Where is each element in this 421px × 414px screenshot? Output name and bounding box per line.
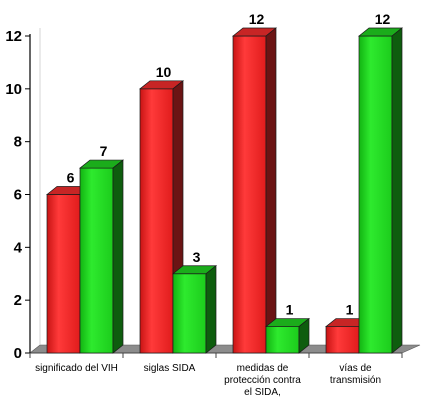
category-label-line: transmisión	[330, 375, 381, 386]
bar	[265, 317, 310, 354]
category-label-line: vías de	[339, 363, 372, 374]
y-tick-label: 10	[5, 81, 22, 98]
data-label: 1	[286, 302, 294, 318]
category-label: siglas SIDA	[144, 363, 196, 374]
bar-front	[79, 167, 114, 354]
category-label: vías de transmisión	[330, 363, 381, 386]
labels-layer: 6 7 significado del VIH 10 3 siglas SIDA 12 1 me…	[35, 11, 390, 398]
bar	[172, 265, 217, 354]
bar-front	[232, 35, 267, 354]
data-label: 7	[100, 143, 108, 159]
bar-front	[46, 194, 81, 354]
data-label: 10	[156, 64, 172, 80]
data-label: 12	[249, 11, 265, 27]
data-label: 6	[67, 170, 75, 186]
y-tick-label: 12	[5, 28, 22, 45]
data-label: 3	[193, 249, 201, 265]
category-label-line: siglas SIDA	[144, 363, 196, 374]
data-label: 1	[346, 302, 354, 318]
bar-front	[325, 326, 360, 354]
bar-side	[205, 265, 217, 354]
y-tick-label: 0	[14, 345, 22, 362]
category-label: medidas de protección contra el SIDA,	[224, 363, 301, 398]
category-label-line: el SIDA,	[244, 387, 281, 398]
bar-front	[358, 35, 393, 354]
bar-side	[391, 27, 403, 354]
y-tick-label: 8	[14, 134, 22, 151]
data-label: 12	[375, 11, 391, 27]
bar-front	[139, 88, 174, 354]
y-tick-label: 2	[14, 292, 22, 309]
y-tick-label: 6	[14, 187, 22, 204]
bar-front	[172, 273, 207, 354]
category-label: significado del VIH	[35, 363, 118, 374]
category-label-line: significado del VIH	[35, 363, 118, 374]
bar	[232, 27, 277, 354]
category-label-line: medidas de	[237, 363, 289, 374]
bar	[79, 159, 124, 354]
bar-side	[298, 317, 310, 354]
bar-side	[265, 27, 277, 354]
bar-front	[265, 326, 300, 354]
y-tick-label: 4	[14, 239, 23, 256]
category-label-line: protección contra	[224, 375, 301, 386]
bar-side	[112, 159, 124, 354]
bar	[358, 27, 403, 354]
bars-layer	[46, 27, 403, 354]
